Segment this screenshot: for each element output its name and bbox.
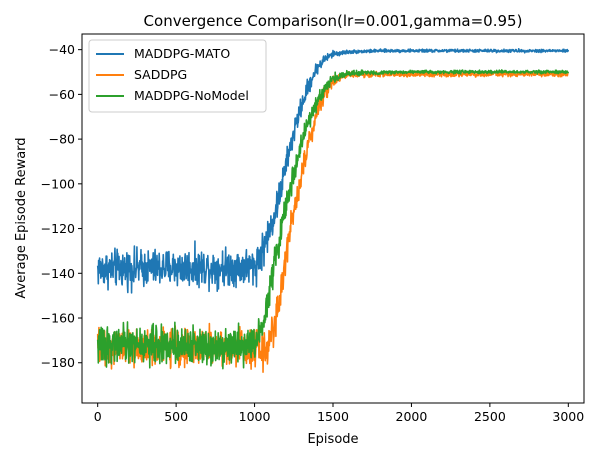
y-tick-label: −100: [41, 176, 75, 191]
legend-label-maddpg-nomodel: MADDPG-NoModel: [134, 88, 249, 103]
series-line-maddpg-mato: [96, 47, 570, 294]
legend-label-saddpg: SADDPG: [134, 67, 187, 82]
y-tick-label: −140: [41, 266, 75, 281]
x-tick-label: 1500: [317, 409, 349, 424]
x-tick-label: 3000: [552, 409, 584, 424]
y-axis: −180 −160 −140 −120 −100 −80 −60 −40: [41, 42, 82, 370]
chart-title: Convergence Comparison(lr=0.001,gamma=0.…: [144, 12, 523, 30]
x-axis: 0 500 1000 1500 2000 2500 3000: [94, 403, 584, 424]
x-tick-label: 2500: [474, 409, 506, 424]
series-line-maddpg-nomodel: [96, 69, 570, 370]
plot-series: [96, 47, 570, 373]
x-tick-label: 500: [164, 409, 188, 424]
x-tick-label: 2000: [396, 409, 428, 424]
legend: MADDPG-MATO SADDPG MADDPG-NoModel: [88, 39, 267, 113]
y-axis-label: Average Episode Reward: [14, 137, 29, 298]
legend-label-maddpg-mato: MADDPG-MATO: [134, 46, 230, 61]
x-tick-label: 0: [94, 409, 102, 424]
y-tick-label: −80: [49, 132, 75, 147]
x-tick-label: 1000: [239, 409, 271, 424]
legend-box: [88, 39, 267, 113]
series-line-saddpg: [96, 70, 569, 373]
y-tick-label: −40: [49, 42, 75, 57]
y-tick-label: −180: [41, 355, 75, 370]
x-axis-label: Episode: [307, 432, 358, 447]
y-tick-label: −120: [41, 221, 75, 236]
y-tick-label: −160: [41, 311, 75, 326]
y-tick-label: −60: [49, 87, 75, 102]
